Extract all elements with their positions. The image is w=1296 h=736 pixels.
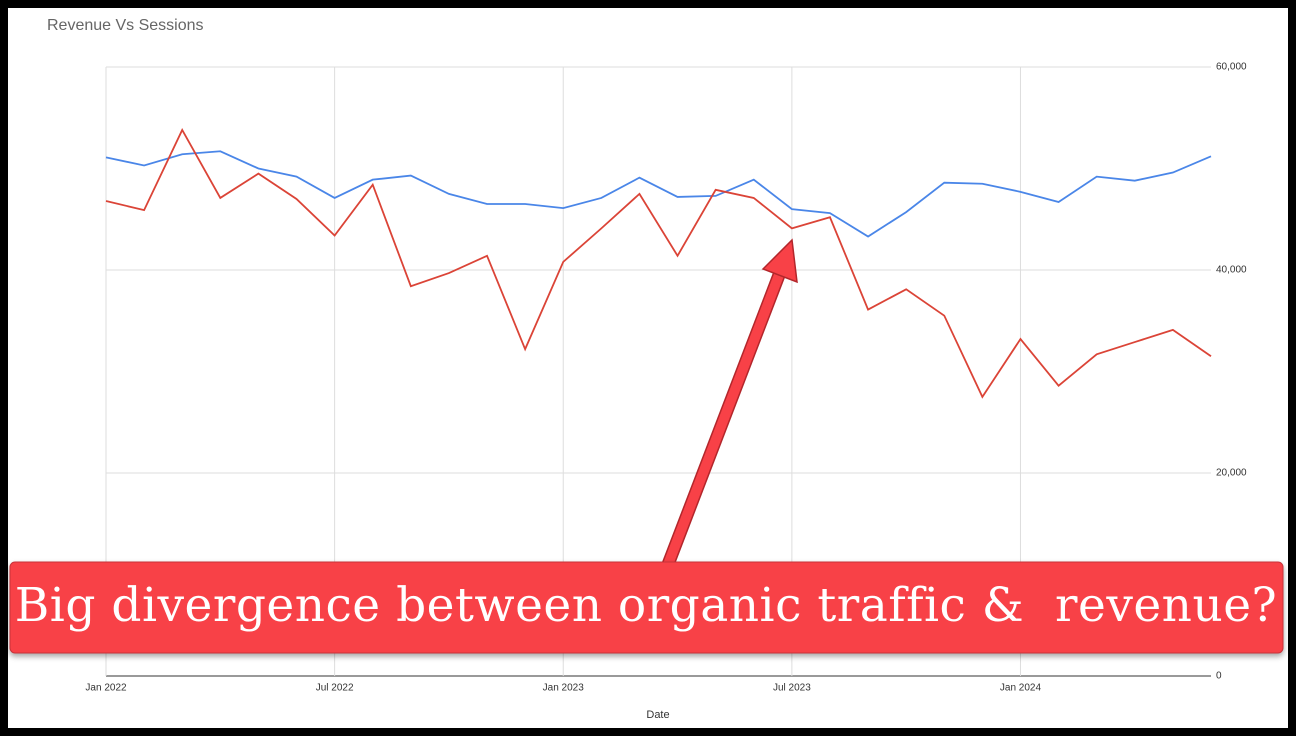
series-line bbox=[105, 150, 1212, 238]
x-axis-label: Date bbox=[646, 709, 669, 721]
x-tick-label: Jan 2024 bbox=[1000, 683, 1042, 694]
annotation-text: Big divergence between organic traffic &… bbox=[15, 578, 1277, 633]
series-line bbox=[105, 127, 1212, 399]
arrow-shaft bbox=[659, 273, 784, 577]
chart-title: Revenue Vs Sessions bbox=[47, 17, 204, 34]
annotation-banner bbox=[9, 561, 1284, 654]
y-tick-label: 0 bbox=[1216, 671, 1222, 682]
y-tick-label: 40,000 bbox=[1216, 265, 1247, 276]
arrow bbox=[657, 238, 798, 578]
y-tick-label: 20,000 bbox=[1216, 468, 1247, 479]
x-tick-label: Jul 2022 bbox=[316, 683, 354, 694]
arrow-head bbox=[761, 238, 798, 284]
x-tick-label: Jan 2023 bbox=[543, 683, 585, 694]
x-tick-label: Jan 2022 bbox=[85, 683, 127, 694]
x-tick-label: Jul 2023 bbox=[773, 683, 811, 694]
y-tick-label: 60,000 bbox=[1216, 62, 1247, 73]
